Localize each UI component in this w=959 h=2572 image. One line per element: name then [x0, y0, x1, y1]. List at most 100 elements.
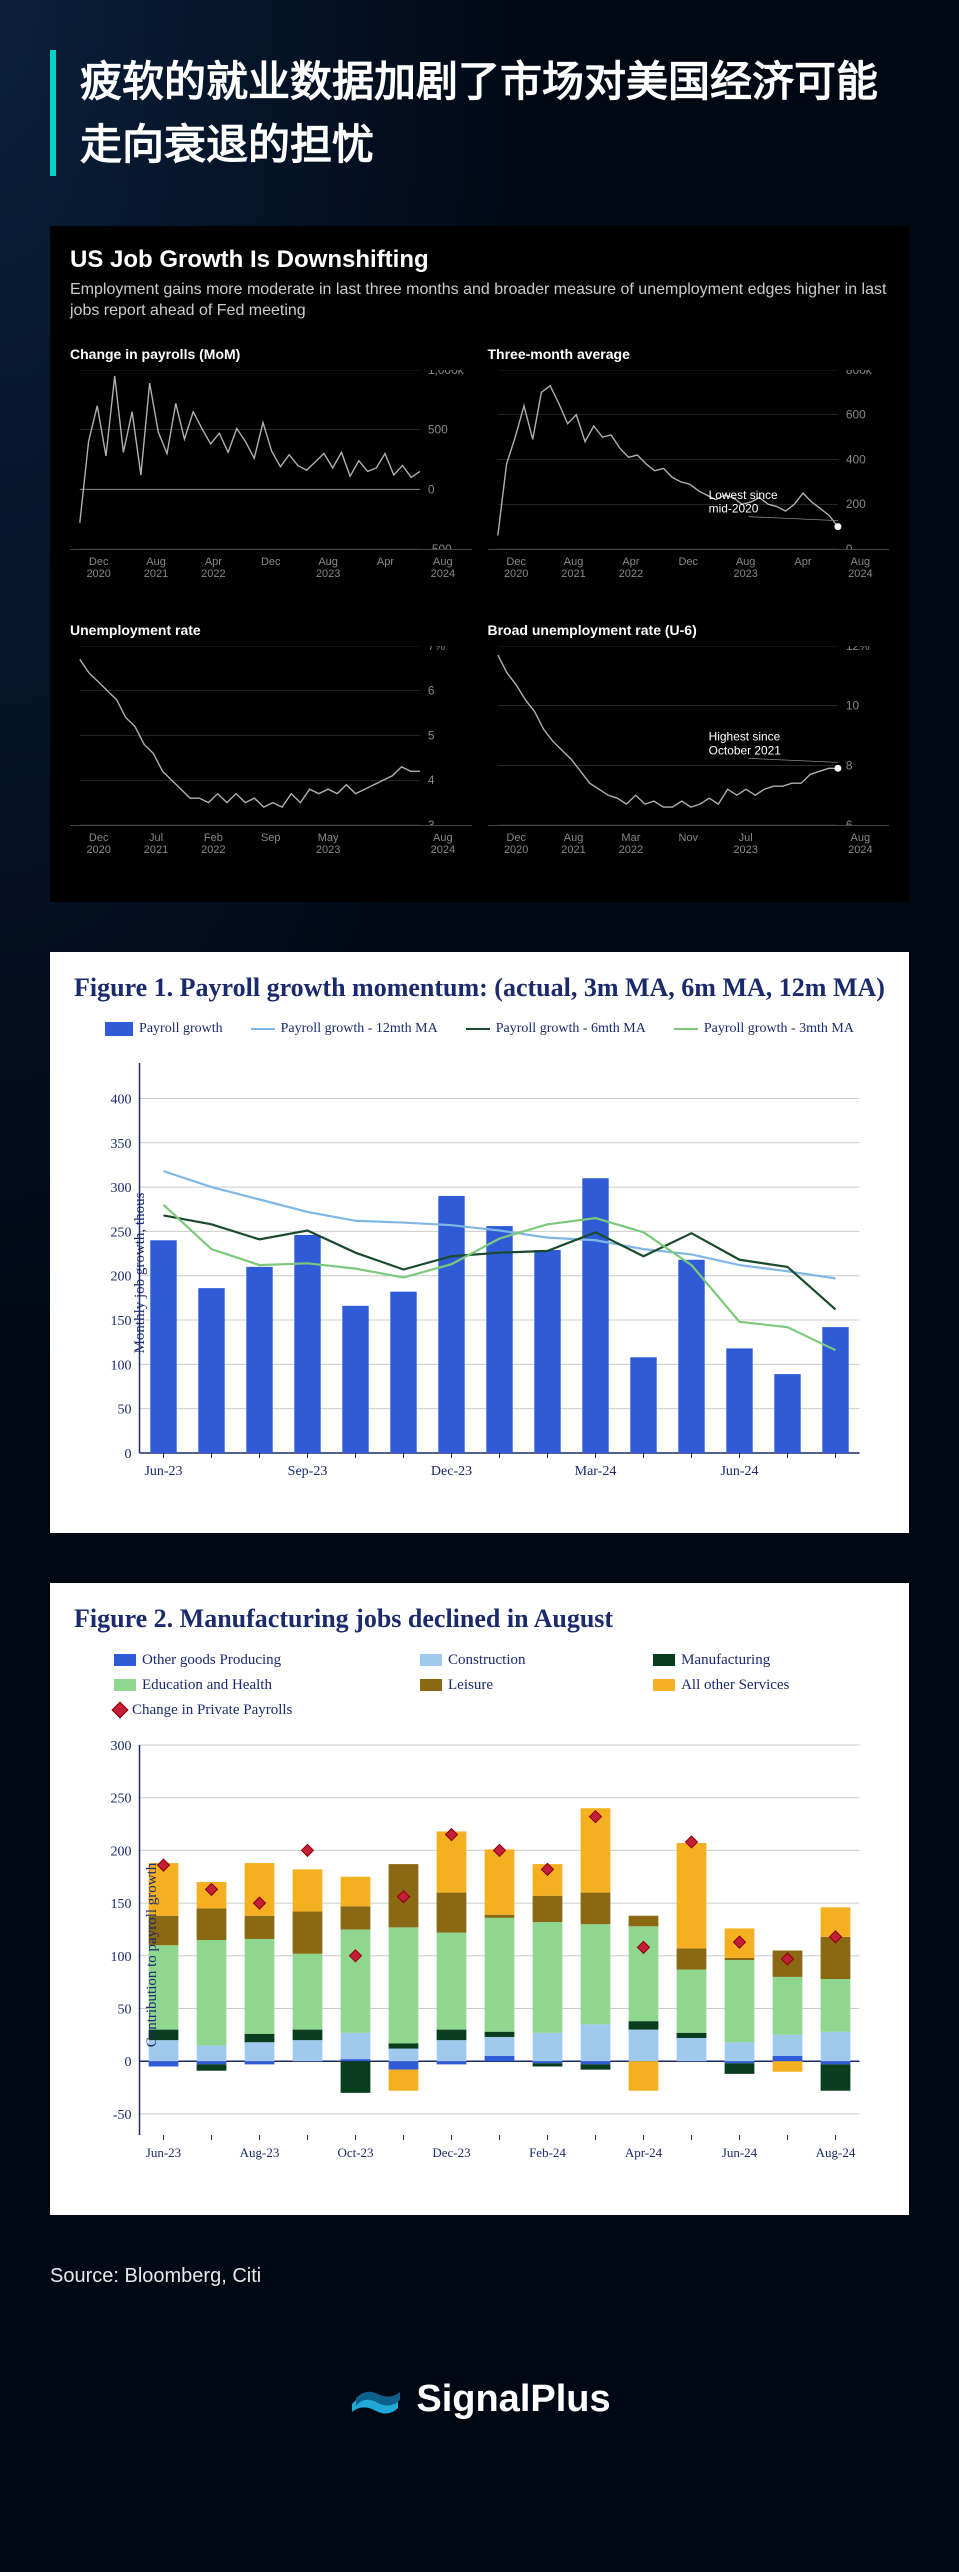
- svg-text:Dec-23: Dec-23: [431, 1464, 472, 1479]
- svg-text:1,000k: 1,000k: [428, 370, 464, 377]
- figure2-svg: -50050100150200250300Jun-23Aug-23Oct-23D…: [74, 1735, 885, 2175]
- page-root: 疲软的就业数据加剧了市场对美国经济可能走向衰退的担忧 US Job Growth…: [0, 0, 959, 2472]
- svg-text:50: 50: [118, 1402, 132, 1417]
- svg-text:100: 100: [111, 1950, 132, 1965]
- svg-text:6: 6: [428, 683, 435, 697]
- svg-text:200: 200: [111, 1270, 132, 1285]
- bloomberg-chart: Broad unemployment rate (U-6) 12% 10 8 6 Hi…: [488, 622, 890, 882]
- legend-label: Construction: [448, 1652, 526, 1669]
- legend-label: Manufacturing: [681, 1652, 770, 1669]
- svg-text:Highest since: Highest since: [708, 729, 780, 743]
- figure2-ylabel: Contribution to payroll growth: [144, 1863, 161, 2048]
- source-text: Source: Bloomberg, Citi: [50, 2265, 909, 2288]
- svg-text:Aug-24: Aug-24: [816, 2145, 856, 2160]
- legend-item: Construction: [420, 1652, 621, 1669]
- footer-logo: SignalPlus: [50, 2378, 909, 2422]
- bb-chart-title: Unemployment rate: [70, 622, 472, 638]
- svg-text:800k: 800k: [845, 370, 871, 377]
- bloomberg-chart: Unemployment rate 7%6543 Dec2020Jul2021F…: [70, 622, 472, 882]
- bb-chart-plot: 800k6004002000 Lowest since mid-2020: [488, 370, 890, 550]
- bloomberg-chart: Change in payrolls (MoM) 1,000k5000-500 …: [70, 346, 472, 606]
- legend-label: Change in Private Payrolls: [132, 1702, 292, 1719]
- legend-item: Other goods Producing: [114, 1652, 388, 1669]
- figure1-panel: Figure 1. Payroll growth momentum: (actu…: [50, 952, 909, 1533]
- svg-text:200: 200: [111, 1844, 132, 1859]
- svg-text:6: 6: [845, 818, 852, 825]
- bloomberg-chart: Three-month average 800k 600 400 200 0 Lowes…: [488, 346, 890, 606]
- legend-label: Leisure: [448, 1677, 493, 1694]
- svg-text:October 2021: October 2021: [708, 743, 781, 757]
- legend-item: Education and Health: [114, 1677, 388, 1694]
- legend-item: Payroll growth - 3mth MA: [674, 1021, 854, 1037]
- figure2-plot: Contribution to payroll growth -50 0 50 100…: [74, 1735, 885, 2175]
- bb-chart-plot: 1,000k5000-500: [70, 370, 472, 550]
- svg-text:12%: 12%: [845, 646, 869, 653]
- svg-text:0: 0: [125, 1447, 132, 1462]
- svg-text:Jun-24: Jun-24: [722, 2145, 758, 2160]
- bb-chart-xaxis: Dec2020Aug2021Apr2022DecAug2023AprAug202…: [70, 556, 472, 580]
- svg-text:0: 0: [125, 2055, 132, 2070]
- bb-chart-title: Three-month average: [488, 346, 890, 362]
- svg-text:100: 100: [111, 1358, 132, 1373]
- bb-chart-title: Broad unemployment rate (U-6): [488, 622, 890, 638]
- legend-label: Payroll growth - 12mth MA: [281, 1021, 438, 1037]
- svg-text:Jun-23: Jun-23: [144, 1464, 182, 1479]
- figure1-svg: 050100150200250300350400Jun-23Sep-23Dec-…: [74, 1053, 885, 1493]
- main-title: 疲软的就业数据加剧了市场对美国经济可能走向衰退的担忧: [80, 50, 909, 176]
- svg-text:300: 300: [111, 1739, 132, 1754]
- svg-text:400: 400: [845, 452, 865, 466]
- svg-text:-500: -500: [428, 542, 452, 549]
- svg-text:Sep-23: Sep-23: [288, 1464, 328, 1479]
- bloomberg-chart-grid: Change in payrolls (MoM) 1,000k5000-500 …: [70, 346, 889, 882]
- svg-text:Jun-24: Jun-24: [720, 1464, 758, 1479]
- svg-text:4: 4: [428, 773, 435, 787]
- legend-label: Payroll growth - 3mth MA: [704, 1021, 854, 1037]
- legend-label: All other Services: [681, 1677, 789, 1694]
- svg-text:-50: -50: [113, 2108, 132, 2123]
- svg-text:150: 150: [111, 1314, 132, 1329]
- svg-text:Lowest since: Lowest since: [708, 487, 777, 501]
- bloomberg-title: US Job Growth Is Downshifting: [70, 246, 889, 274]
- bloomberg-subtitle: Employment gains more moderate in last t…: [70, 280, 889, 322]
- legend-label: Payroll growth - 6mth MA: [496, 1021, 646, 1037]
- figure2-title: Figure 2. Manufacturing jobs declined in…: [74, 1603, 885, 1634]
- legend-item: Payroll growth: [105, 1021, 223, 1037]
- bb-chart-title: Change in payrolls (MoM): [70, 346, 472, 362]
- svg-text:500: 500: [428, 422, 448, 436]
- legend-item: Change in Private Payrolls: [114, 1702, 388, 1719]
- header-block: 疲软的就业数据加剧了市场对美国经济可能走向衰退的担忧: [50, 50, 909, 176]
- logo-text: SignalPlus: [416, 2378, 610, 2421]
- svg-text:Mar-24: Mar-24: [575, 1464, 617, 1479]
- svg-text:3: 3: [428, 818, 435, 825]
- bb-chart-plot: 7% 6 5 4 3: [70, 646, 472, 826]
- figure1-plot: Monthly job growth, thous 05010015020025…: [74, 1053, 885, 1493]
- legend-item: Leisure: [420, 1677, 621, 1694]
- svg-text:300: 300: [111, 1181, 132, 1196]
- svg-text:600: 600: [845, 407, 865, 421]
- bb-chart-xaxis: Dec2020Aug2021Apr2022DecAug2023AprAug202…: [488, 556, 890, 580]
- svg-text:Jun-23: Jun-23: [146, 2145, 181, 2160]
- legend-label: Other goods Producing: [142, 1652, 281, 1669]
- svg-text:7%: 7%: [428, 646, 446, 653]
- bb-chart-plot: 12% 10 8 6 Highest since October 2021: [488, 646, 890, 826]
- svg-text:Aug-23: Aug-23: [240, 2145, 280, 2160]
- svg-text:Oct-23: Oct-23: [337, 2145, 373, 2160]
- svg-text:350: 350: [111, 1137, 132, 1152]
- bloomberg-panel: US Job Growth Is Downshifting Employment…: [50, 226, 909, 902]
- svg-text:150: 150: [111, 1897, 132, 1912]
- figure1-legend: Payroll growth Payroll growth - 12mth MA…: [74, 1021, 885, 1037]
- svg-text:10: 10: [845, 698, 859, 712]
- legend-item: Payroll growth - 6mth MA: [466, 1021, 646, 1037]
- svg-text:400: 400: [111, 1092, 132, 1107]
- legend-item: Manufacturing: [653, 1652, 885, 1669]
- svg-text:Feb-24: Feb-24: [529, 2145, 566, 2160]
- figure1-ylabel: Monthly job growth, thous: [132, 1192, 149, 1353]
- legend-item: All other Services: [653, 1677, 885, 1694]
- svg-text:Dec-23: Dec-23: [432, 2145, 470, 2160]
- svg-text:8: 8: [845, 758, 852, 772]
- legend-label: Payroll growth: [139, 1021, 223, 1037]
- svg-text:200: 200: [845, 497, 865, 511]
- svg-text:0: 0: [845, 542, 852, 549]
- svg-text:5: 5: [428, 728, 435, 742]
- svg-text:50: 50: [118, 2002, 132, 2017]
